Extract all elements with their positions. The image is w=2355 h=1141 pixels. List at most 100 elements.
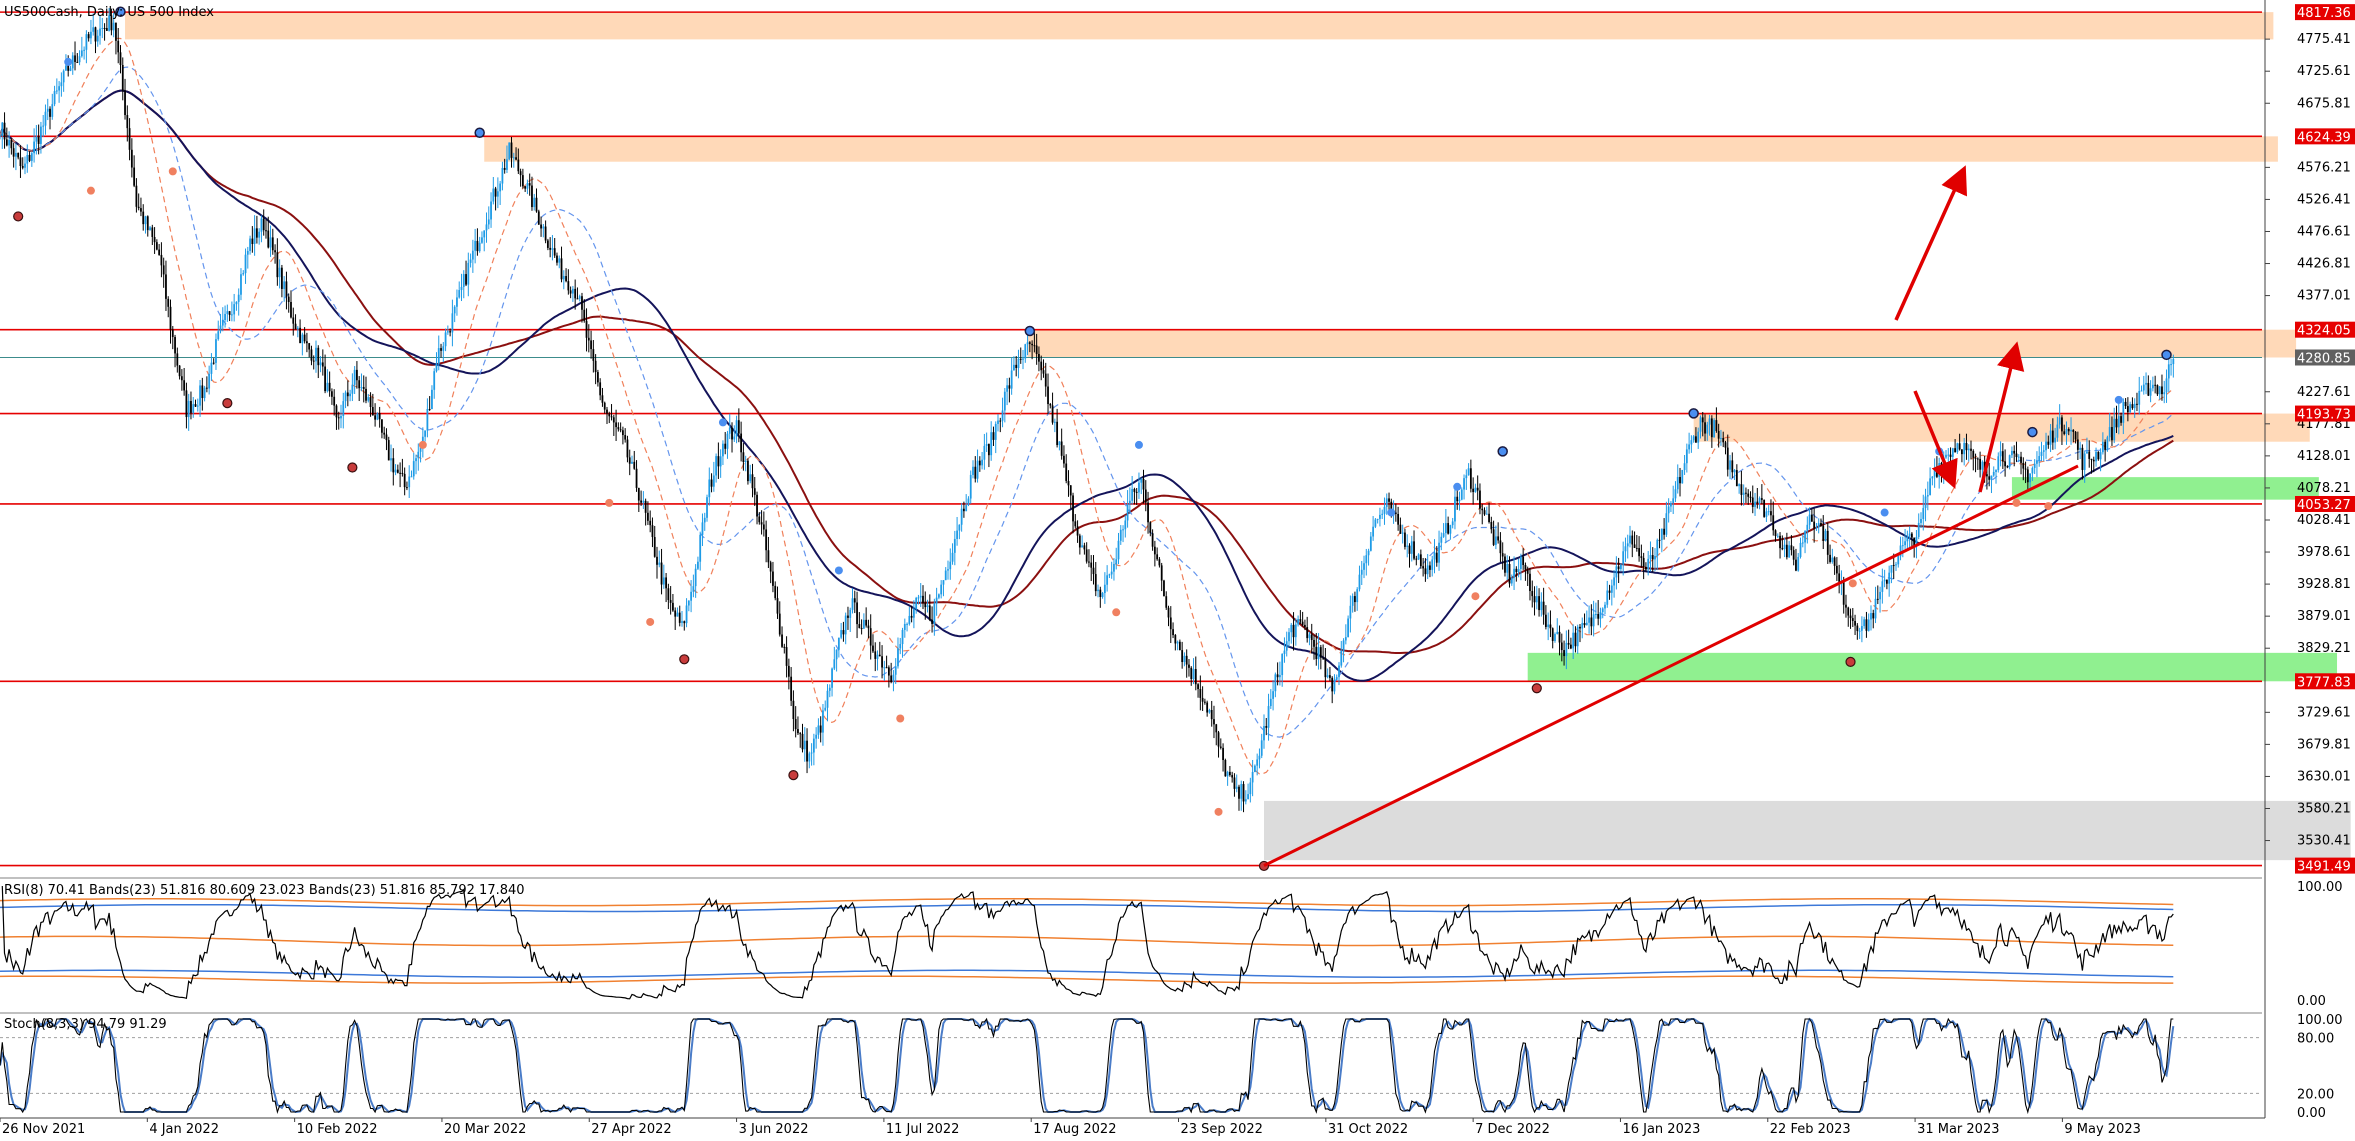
time-tick-label: 22 Feb 2023 bbox=[1770, 1122, 1851, 1137]
candle-body bbox=[2133, 403, 2136, 409]
level-price-tag bbox=[2295, 128, 2355, 145]
candle-body bbox=[1131, 489, 1134, 501]
candle-body bbox=[1381, 513, 1384, 515]
candle-body bbox=[1763, 499, 1766, 517]
candle-body bbox=[1917, 522, 1920, 538]
candle-body bbox=[1469, 468, 1472, 489]
candle-body bbox=[1313, 639, 1315, 647]
candle-body bbox=[1990, 475, 1993, 480]
swing-high-major-marker bbox=[1024, 325, 1036, 337]
stoch-main-line bbox=[0, 1017, 2174, 1115]
candle-body bbox=[251, 238, 254, 245]
candle-body bbox=[351, 384, 354, 394]
candle-body bbox=[524, 186, 527, 189]
candle-body bbox=[185, 390, 188, 418]
candle-body bbox=[1133, 489, 1136, 492]
candle-body bbox=[549, 247, 552, 250]
candle-body bbox=[228, 311, 231, 315]
candle-body bbox=[169, 306, 172, 330]
candle-body bbox=[221, 320, 224, 326]
time-tick-label: 17 Aug 2022 bbox=[1033, 1122, 1116, 1137]
candle-body bbox=[892, 674, 895, 683]
rsi-upper-band bbox=[0, 903, 2174, 913]
candle-body bbox=[842, 630, 845, 635]
candle-body bbox=[2004, 461, 2007, 467]
candle-body bbox=[1785, 544, 1788, 558]
candle-body bbox=[1101, 593, 1104, 597]
candle-body bbox=[1208, 709, 1211, 713]
candle-body bbox=[151, 227, 154, 237]
candle-body bbox=[1097, 589, 1099, 592]
candle-body bbox=[817, 725, 820, 735]
swing-low-marker bbox=[168, 167, 177, 176]
candle-body bbox=[1490, 522, 1493, 530]
candle-body bbox=[292, 317, 295, 324]
candle-body bbox=[410, 476, 413, 478]
candle-body bbox=[1826, 530, 1829, 555]
candle-body bbox=[128, 128, 131, 150]
candle-body bbox=[1069, 485, 1072, 496]
candle-body bbox=[451, 313, 454, 333]
candle-body bbox=[381, 419, 383, 433]
candle-body bbox=[1267, 706, 1270, 728]
candle-body bbox=[1106, 575, 1109, 585]
candle-body bbox=[490, 201, 492, 220]
candle-body bbox=[1508, 564, 1511, 584]
candle-body bbox=[676, 612, 679, 617]
candle-body bbox=[610, 416, 613, 418]
candle-body bbox=[96, 35, 99, 42]
candle-body bbox=[1235, 786, 1238, 789]
candle-body bbox=[1188, 664, 1190, 668]
candle-body bbox=[165, 274, 167, 299]
candle-body bbox=[683, 621, 686, 624]
candle-body bbox=[2163, 392, 2166, 395]
candle-body bbox=[383, 432, 386, 435]
candle-body bbox=[974, 466, 977, 479]
candle-body bbox=[1908, 533, 1911, 537]
candle-body bbox=[574, 288, 577, 299]
candle-body bbox=[290, 302, 292, 318]
candle-body bbox=[1847, 607, 1850, 616]
candle-body bbox=[1547, 624, 1550, 627]
candle-body bbox=[1110, 571, 1113, 575]
candle-body bbox=[585, 320, 588, 338]
ma-long-maroon bbox=[0, 89, 2174, 654]
candle-body bbox=[965, 505, 968, 512]
price-tick-label: 4078.21 bbox=[2297, 481, 2351, 496]
candle-body bbox=[2142, 384, 2145, 391]
candle-body bbox=[2111, 427, 2113, 441]
candle-body bbox=[205, 387, 208, 389]
candle-body bbox=[1713, 420, 1716, 438]
candle-body bbox=[1542, 601, 1545, 615]
candle-body bbox=[794, 719, 797, 730]
candle-body bbox=[424, 430, 427, 437]
candle-body bbox=[30, 153, 33, 161]
candle-body bbox=[890, 675, 893, 683]
candle-body bbox=[922, 595, 924, 603]
candle-body bbox=[1099, 589, 1102, 597]
candle-body bbox=[781, 634, 783, 647]
candle-body bbox=[1497, 536, 1500, 541]
candle-body bbox=[476, 240, 479, 252]
candle-body bbox=[1238, 786, 1240, 799]
candle-body bbox=[2156, 385, 2159, 395]
candle-body bbox=[508, 142, 511, 160]
candle-body bbox=[512, 157, 515, 159]
swing-low-marker bbox=[605, 498, 614, 507]
candle-body bbox=[2024, 468, 2027, 470]
candle-body bbox=[603, 402, 606, 410]
candle-body bbox=[1749, 496, 1752, 498]
candle-body bbox=[1326, 675, 1329, 678]
candle-body bbox=[799, 733, 802, 735]
candle-body bbox=[626, 439, 629, 458]
candle-body bbox=[878, 654, 881, 657]
candle-body bbox=[2088, 451, 2091, 459]
candle-body bbox=[76, 61, 79, 63]
candle-body bbox=[1369, 536, 1372, 551]
candle-body bbox=[1988, 476, 1991, 480]
candle-body bbox=[2017, 456, 2020, 458]
candle-body bbox=[467, 262, 470, 285]
candle-body bbox=[1233, 777, 1236, 789]
swing-low-marker bbox=[646, 617, 655, 626]
